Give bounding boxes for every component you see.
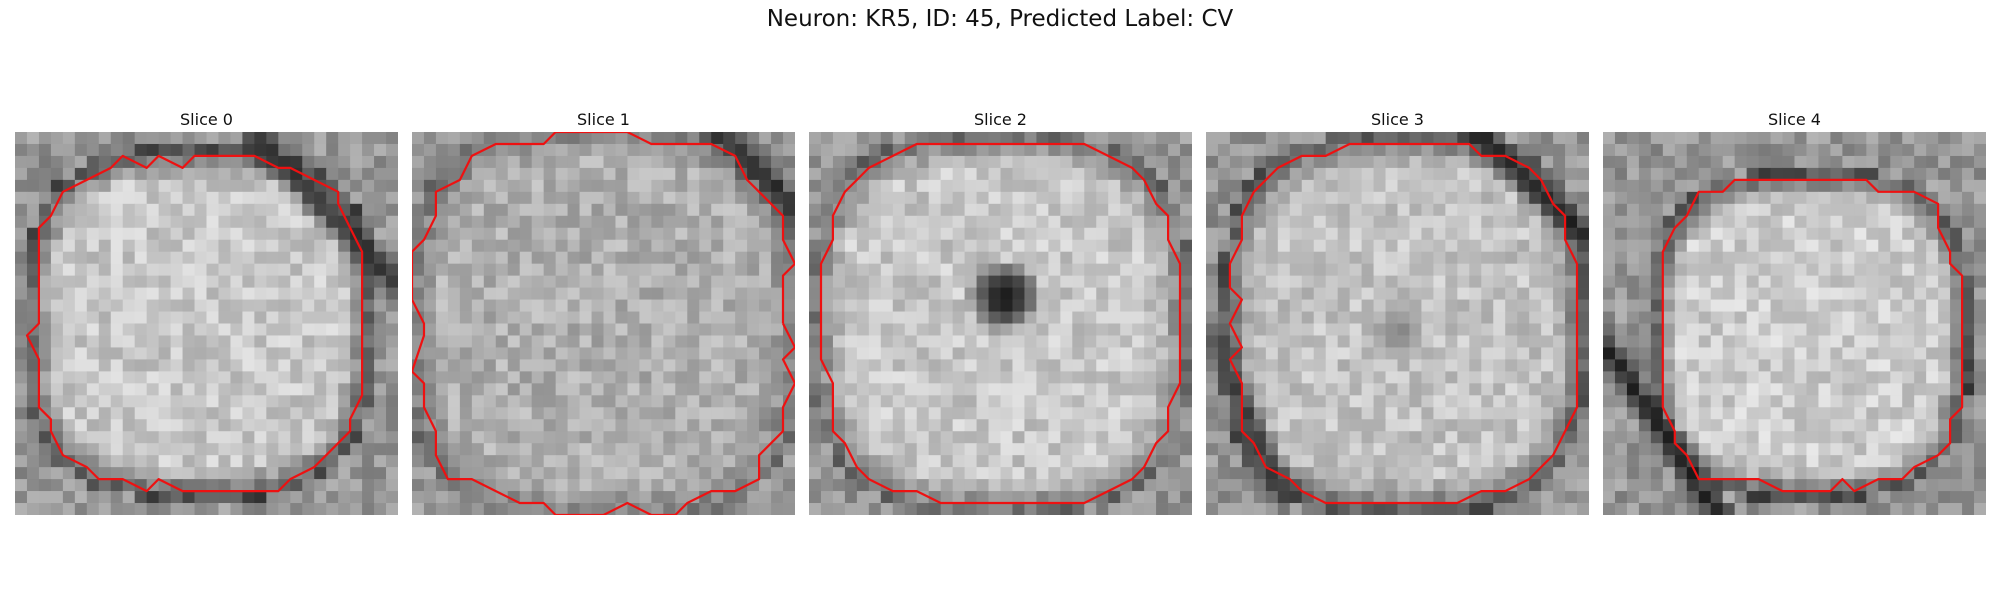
pixel-grid [15, 132, 398, 515]
pixel-grid [412, 132, 795, 515]
segmentation-contour [412, 132, 795, 515]
slice-image-3 [1206, 132, 1589, 515]
slice-panel-0: Slice 0 [15, 108, 398, 515]
slice-panel-1: Slice 1 [412, 108, 795, 515]
slice-title: Slice 1 [577, 110, 630, 129]
slice-title: Slice 4 [1768, 110, 1821, 129]
slice-title: Slice 0 [180, 110, 233, 129]
slice-panel-2: Slice 2 [809, 108, 1192, 515]
pixel-grid [1603, 132, 1986, 515]
segmentation-contour [1228, 142, 1579, 505]
pixel-grid [809, 132, 1192, 515]
pixel-grid [1206, 132, 1589, 515]
slice-image-0 [15, 132, 398, 515]
slice-image-2 [809, 132, 1192, 515]
slice-title: Slice 2 [974, 110, 1027, 129]
slice-title: Slice 3 [1371, 110, 1424, 129]
slice-image-4 [1603, 132, 1986, 515]
slice-panel-4: Slice 4 [1603, 108, 1986, 515]
figure-title: Neuron: KR5, ID: 45, Predicted Label: CV [766, 6, 1234, 32]
segmentation-contour [819, 142, 1182, 505]
slice-image-1 [412, 132, 795, 515]
segmentation-contour [25, 154, 364, 493]
slice-panel-3: Slice 3 [1206, 108, 1589, 515]
segmentation-contour [1661, 178, 1964, 493]
